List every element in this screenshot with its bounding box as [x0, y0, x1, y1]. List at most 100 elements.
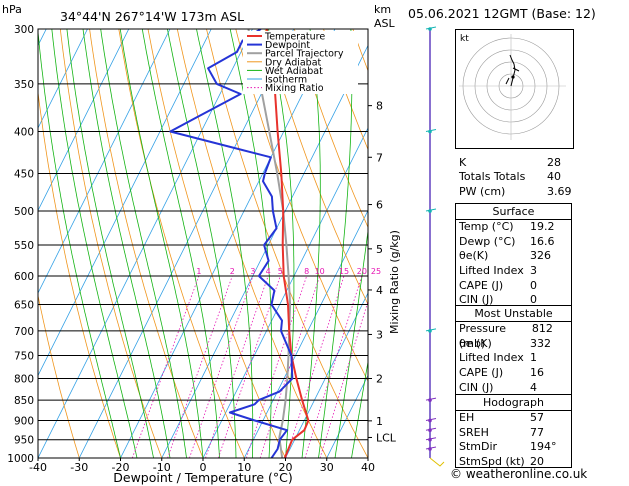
credit-text: © weatheronline.co.uk: [450, 467, 588, 481]
index-value: 40: [547, 170, 561, 184]
mixing-ratio-label: 5: [278, 267, 283, 276]
hodograph-stat-row: SREH 77: [456, 426, 571, 441]
surface-value: 19.2: [530, 220, 555, 233]
temperature-tick-label: -40: [29, 461, 47, 474]
hodograph-table-box: Hodograph EH 57 SREH 77 StmDir 194° StmSpd (kt…: [455, 394, 572, 468]
temperature-tick-label: -10: [153, 461, 171, 474]
surface-label: Lifted Index: [459, 264, 524, 278]
hodograph-stat-value: 57: [530, 411, 544, 424]
hodograph-markers: [505, 67, 520, 85]
dewpoint-line: [169, 29, 294, 458]
temperature-line: [265, 29, 310, 458]
surface-value: 16.6: [530, 234, 555, 248]
isotherm-line: [326, 374, 368, 458]
mixing-ratio-label: 8: [304, 267, 309, 276]
pressure-tick-label: 500: [14, 206, 34, 218]
hodograph-stat-row: StmDir 194°: [456, 440, 571, 455]
isotherm-line: [285, 292, 368, 458]
most-unstable-row: Lifted Index 1: [456, 351, 571, 366]
legend-entry: Mixing Ratio: [265, 83, 324, 94]
surface-label: CIN (J): [459, 293, 494, 307]
mixing-ratio-label: 10: [315, 267, 325, 276]
surface-label: Temp (°C): [459, 220, 514, 233]
pressure-tick-label: 900: [14, 415, 34, 427]
mixing-ratio-line: [246, 275, 308, 458]
most-unstable-row: CAPE (J) 16: [456, 366, 571, 381]
surface-row: CAPE (J) 0: [456, 279, 571, 294]
index-label: K: [459, 155, 467, 169]
temperature-tick-label: 10: [237, 461, 251, 474]
wind-barb-dot: [428, 437, 432, 442]
isotherm-line: [0, 29, 5, 458]
height-tick-label: 2: [376, 372, 383, 385]
wind-barb-dot: [428, 27, 432, 31]
mixing-ratio-label: 25: [371, 267, 381, 276]
wet-adiabat-line: [66, 29, 154, 458]
isotherm-line: [243, 209, 368, 458]
wet-adiabat-line: [38, 29, 121, 458]
most-unstable-row: CIN (J) 4: [456, 381, 571, 396]
isotherm-line: [78, 29, 295, 458]
pressure-tick-label: 700: [14, 326, 34, 338]
x-axis-title: Dewpoint / Temperature (°C): [113, 470, 292, 485]
pressure-tick-label: 800: [14, 373, 34, 385]
km-label: km: [374, 3, 391, 16]
height-tick-label: 4: [376, 284, 383, 297]
wet-adiabat-line: [82, 29, 171, 458]
hodograph-unit-label: kt: [460, 34, 469, 44]
pressure-tick-label: 400: [14, 127, 34, 139]
most-unstable-value: 4: [530, 380, 537, 394]
wind-barb-dot: [428, 329, 432, 333]
dry-adiabat-line: [264, 29, 368, 306]
parcel-trajectory-line: [247, 29, 292, 458]
surface-title: Surface: [456, 204, 571, 220]
most-unstable-box: Most Unstable Pressure (mb) 812 θe (K) 332 L…: [455, 305, 572, 395]
surface-value: 326: [530, 249, 551, 263]
legend-entry: Dry Adiabat: [265, 57, 322, 68]
hodograph-stat-label: EH: [459, 411, 475, 424]
dry-adiabat-line: [89, 29, 204, 458]
most-unstable-value: 812: [531, 322, 553, 335]
wind-barb-dot: [428, 209, 432, 213]
index-row: K 28: [455, 155, 576, 170]
pressure-tick-label: 750: [14, 350, 34, 362]
surface-row: Dewp (°C) 16.6: [456, 235, 571, 250]
height-tick-label: 6: [376, 199, 383, 212]
index-label: Totals Totals: [459, 170, 526, 184]
wind-barb-dot: [428, 418, 432, 423]
wind-barb-column: [425, 26, 445, 467]
surface-value: 0: [530, 293, 537, 307]
mixing-ratio-line: [218, 275, 281, 458]
surface-value: 3: [530, 264, 537, 278]
legend-entry: Isotherm: [265, 75, 307, 86]
hodograph-trace: [509, 54, 516, 87]
surface-label: θe(K): [459, 249, 489, 263]
surface-label: Dewp (°C): [459, 234, 516, 248]
hodograph-plot: kt: [459, 34, 566, 140]
hodograph-stat-row: StmSpd (kt) 20: [456, 455, 571, 470]
location-title: 34°44'N 267°14'W 173m ASL: [60, 9, 244, 24]
wind-barb-dot: [428, 398, 432, 402]
profile-series: [169, 29, 310, 458]
mixing-ratio-line: [259, 275, 321, 458]
legend-entry: Parcel Trajectory: [265, 49, 344, 60]
height-tick-label: 1: [376, 415, 383, 428]
wind-barb-dot: [428, 447, 432, 451]
isotherm-line: [38, 29, 253, 458]
temperature-tick-label: -30: [70, 461, 88, 474]
isotherm-line: [202, 127, 368, 458]
mixing-ratio-line: [285, 275, 345, 458]
wet-adiabat-line: [351, 359, 368, 458]
height-tick-label: 7: [376, 151, 383, 164]
pressure-tick-label: 600: [14, 271, 34, 283]
pressure-tick-label: 950: [14, 435, 34, 447]
pressure-tick-label: 850: [14, 395, 34, 407]
pressure-axis: 300 350 400 450 500 550 600 650 700 750 800 850 900 9…: [7, 24, 34, 465]
height-tick-label: 8: [376, 100, 383, 113]
legend-entry: Wet Adiabat: [265, 66, 323, 77]
temperature-axis: -40 -30 -20 -10 0 10 20 30 40: [29, 458, 375, 474]
isotherm-line: [38, 29, 130, 212]
most-unstable-row: θe (K) 332: [456, 337, 571, 352]
